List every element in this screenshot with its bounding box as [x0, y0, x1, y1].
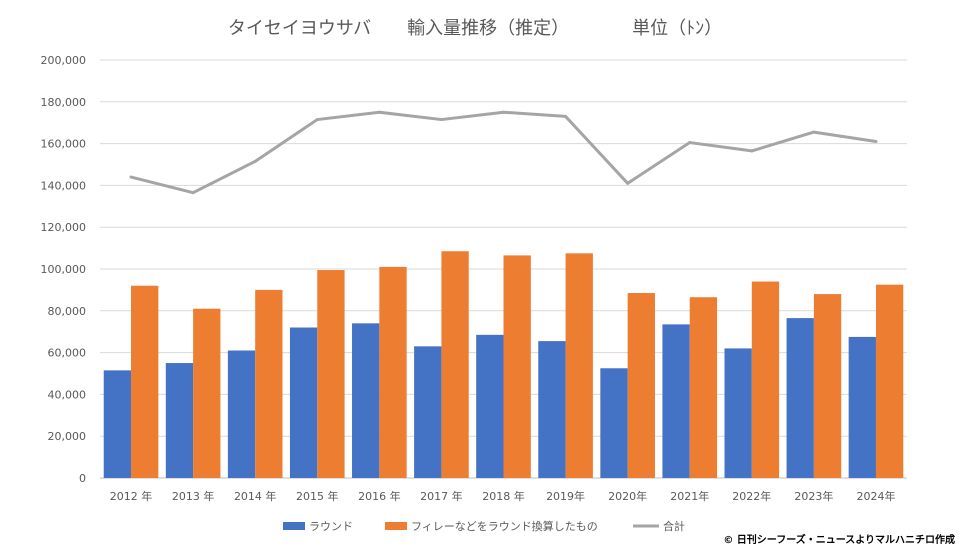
- legend-label: 合計: [663, 519, 685, 533]
- bar-fillet: [627, 293, 655, 478]
- y-axis-ticks: 0 20,000 40,000 60,000 80,000 100,000 120,000 1…: [41, 54, 87, 485]
- total-line-point: [812, 130, 816, 134]
- y-tick-label: 160,000: [41, 138, 87, 151]
- legend-swatch-round: [283, 522, 305, 530]
- total-line-point: [129, 175, 133, 179]
- chart-title: タイセイヨウサバ 輸入量推移（推定） 単位（ﾄﾝ）: [228, 18, 722, 39]
- total-line-group: [129, 110, 878, 195]
- x-tick-label: 2022年: [732, 489, 771, 503]
- bar-round: [476, 334, 504, 478]
- x-tick-label: 2015 年: [296, 489, 339, 503]
- bar-fillet: [565, 253, 593, 478]
- x-tick-label: 2012 年: [110, 489, 153, 503]
- total-line-point: [626, 181, 630, 185]
- x-axis-ticks: 2012 年 2013 年 2014 年 2015 年 2016 年 2017 年 2018…: [110, 489, 896, 503]
- bar-round: [786, 318, 814, 478]
- bar-round: [600, 368, 628, 478]
- bar-fillet: [689, 297, 718, 478]
- legend-swatch-fillet: [385, 522, 407, 530]
- bars: [103, 251, 904, 478]
- x-tick-label: 2018 年: [482, 489, 525, 503]
- bar-fillet: [503, 255, 531, 478]
- x-tick-label: 2017 年: [420, 489, 463, 503]
- bar-round: [724, 348, 752, 478]
- total-line-point: [315, 118, 319, 122]
- y-tick-label: 80,000: [48, 305, 87, 318]
- bar-fillet: [441, 251, 469, 478]
- total-line-point: [874, 140, 878, 144]
- bar-round: [227, 350, 256, 478]
- y-tick-label: 60,000: [48, 347, 87, 360]
- source-credit: © 日刊シーフーズ・ニュースよりマルハニチロ作成: [723, 533, 955, 546]
- y-tick-label: 40,000: [48, 388, 87, 401]
- x-tick-label: 2014 年: [234, 489, 277, 503]
- x-tick-label: 2024年: [856, 489, 895, 503]
- y-tick-label: 180,000: [41, 96, 87, 109]
- bar-fillet: [317, 270, 345, 478]
- bar-fillet: [813, 294, 842, 478]
- bar-round: [662, 324, 690, 478]
- y-tick-label: 200,000: [41, 54, 87, 67]
- y-tick-label: 140,000: [41, 179, 87, 192]
- legend: ラウンド フィレーなどをラウンド換算したもの 合計: [283, 519, 685, 533]
- x-tick-label: 2016 年: [358, 489, 401, 503]
- total-line-point: [439, 118, 443, 122]
- x-tick-label: 2013 年: [172, 489, 215, 503]
- x-tick-label: 2019年: [546, 489, 585, 503]
- bar-round: [414, 346, 442, 478]
- y-tick-label: 120,000: [41, 221, 87, 234]
- total-line-point: [688, 141, 692, 145]
- legend-label: ラウンド: [309, 520, 353, 533]
- bar-round: [538, 341, 566, 478]
- total-line: [130, 110, 877, 195]
- total-line-point: [502, 110, 505, 114]
- x-tick-label: 2020年: [608, 489, 647, 503]
- bar-round: [289, 327, 318, 478]
- bar-fillet: [751, 281, 780, 478]
- y-tick-label: 20,000: [48, 430, 87, 443]
- bar-fillet: [255, 289, 283, 478]
- bar-round: [352, 323, 380, 478]
- bar-fillet: [193, 308, 221, 478]
- bar-fillet: [379, 266, 407, 478]
- bar-round: [103, 370, 132, 478]
- total-line-point: [377, 110, 381, 114]
- bar-fillet: [875, 284, 904, 478]
- total-line-point: [564, 114, 568, 118]
- y-tick-label: 100,000: [41, 263, 87, 276]
- legend-label: フィレーなどをラウンド換算したもの: [411, 519, 598, 533]
- bar-round: [848, 336, 876, 478]
- x-tick-label: 2023年: [794, 489, 833, 503]
- bar-fillet: [131, 285, 159, 478]
- total-line-point: [750, 149, 754, 153]
- y-tick-label: 0: [79, 472, 86, 485]
- total-line-point: [191, 191, 195, 195]
- total-line-point: [253, 159, 257, 163]
- bar-round: [165, 363, 194, 478]
- x-tick-label: 2021年: [670, 489, 709, 503]
